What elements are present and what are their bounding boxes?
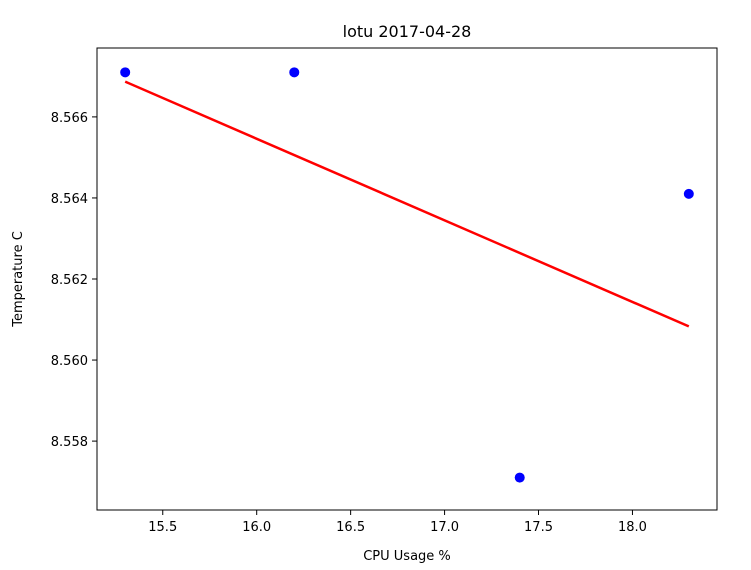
y-axis-label: Temperature C [11,231,26,328]
x-tick-label: 15.5 [148,520,177,535]
data-point-3 [514,472,525,483]
data-point-4 [683,188,694,199]
x-axis-label: CPU Usage % [363,549,451,564]
data-point-2 [289,67,300,78]
y-tick-label: 8.558 [51,435,88,450]
chart-title: lotu 2017-04-28 [343,22,472,41]
x-tick-label: 17.0 [430,520,459,535]
y-tick-label: 8.562 [51,273,88,288]
y-tick-label: 8.564 [51,192,88,207]
x-tick-label: 17.5 [524,520,553,535]
data-point-1 [120,67,131,78]
x-tick-label: 18.0 [618,520,647,535]
regression-line [124,80,690,328]
y-tick-label: 8.560 [51,354,88,369]
x-tick-label: 16.0 [242,520,271,535]
x-tick-label: 16.5 [336,520,365,535]
y-tick-label: 8.566 [51,111,88,126]
